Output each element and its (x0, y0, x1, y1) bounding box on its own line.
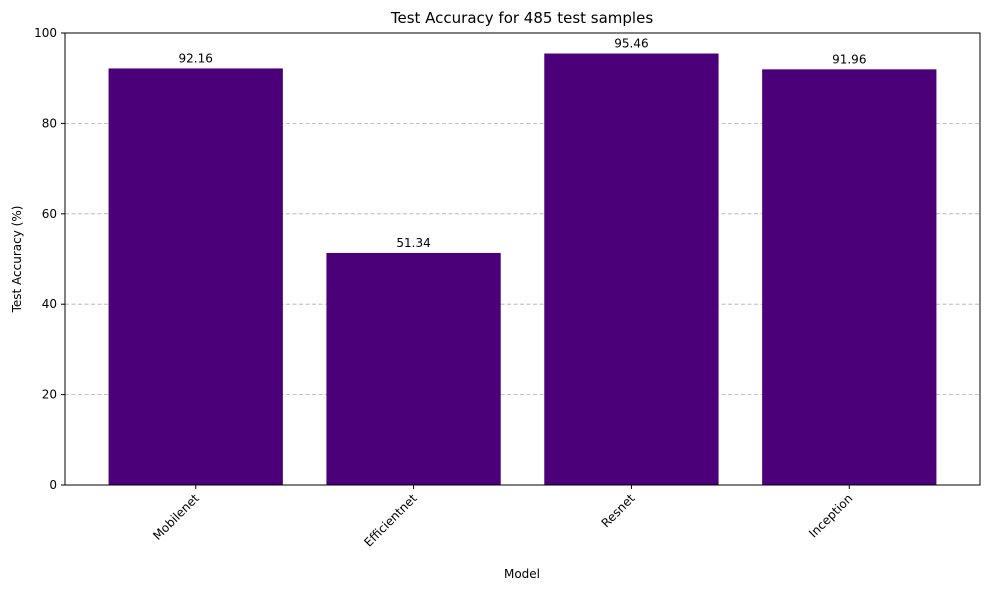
bar-value-label: 95.46 (614, 37, 648, 51)
value-labels-layer: 92.16 51.34 95.46 91.96 (179, 37, 867, 250)
x-tick-label: Inception (806, 491, 855, 540)
y-tick-label: 100 (34, 26, 57, 40)
bar-value-label: 51.34 (396, 236, 430, 250)
y-tick-label: 0 (49, 478, 57, 492)
x-axis-label: Model (504, 567, 540, 581)
bar-mobilenet (108, 68, 283, 485)
y-tick-label: 20 (42, 388, 57, 402)
y-ticks-layer: 0 20 40 60 80 100 (34, 26, 65, 492)
chart-title: Test Accuracy for 485 test samples (390, 9, 653, 27)
x-tick-label: Mobilenet (150, 491, 202, 543)
plot-frame (64, 32, 981, 486)
bar-resnet (544, 53, 719, 485)
bar-value-label: 91.96 (832, 52, 866, 66)
y-axis-label: Test Accuracy (%) (10, 206, 24, 314)
x-tick-label: Resnet (599, 491, 638, 530)
bar-value-label: 92.16 (179, 51, 213, 65)
y-tick-label: 60 (42, 207, 57, 221)
x-tick-label: Efficientnet (361, 491, 420, 550)
y-tick-label: 80 (42, 116, 57, 130)
x-ticks-layer: Mobilenet Efficientnet Resnet Inception (150, 485, 855, 550)
bar-inception (762, 69, 937, 486)
bar-efficientnet (326, 252, 501, 485)
bars-layer (108, 53, 937, 486)
y-tick-label: 40 (42, 297, 57, 311)
